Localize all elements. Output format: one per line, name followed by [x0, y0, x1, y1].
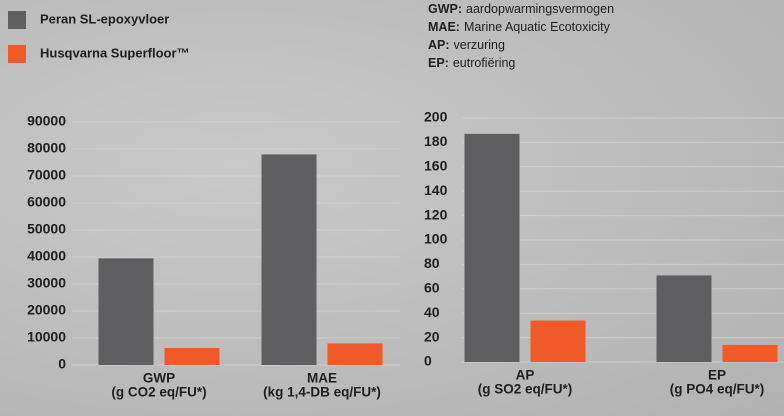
bar	[164, 347, 220, 365]
y-tick-label: 50000	[27, 221, 66, 237]
note-term: GWP:	[428, 2, 462, 16]
note: AP: verzuring	[428, 38, 505, 52]
y-tick-label: 200	[424, 109, 448, 125]
x-tick-unit: (g SO2 eq/FU*)	[478, 382, 573, 397]
y-tick-label: 120	[424, 206, 448, 222]
x-tick-label: AP	[516, 368, 535, 383]
note: EP: eutrofiëring	[428, 56, 515, 70]
legend-swatch	[8, 11, 26, 29]
y-tick-label: 180	[424, 133, 448, 149]
x-tick-label: EP	[708, 368, 726, 383]
bar	[98, 258, 154, 365]
note: MAE: Marine Aquatic Ecotoxicity	[428, 20, 611, 34]
x-tick-label: MAE	[307, 371, 337, 386]
y-tick-label: 70000	[27, 167, 66, 183]
note-term: AP:	[428, 38, 450, 52]
y-tick-label: 20000	[27, 302, 66, 318]
y-tick-label: 60000	[27, 194, 66, 210]
y-tick-label: 20	[424, 328, 440, 344]
note-text: eutrofiëring	[453, 56, 516, 70]
bar	[261, 154, 317, 365]
y-tick-label: 80	[424, 255, 440, 271]
y-tick-label: 80000	[27, 140, 66, 156]
legend-label: Peran SL-epoxyvloer	[40, 11, 169, 26]
bar	[722, 344, 778, 362]
note: GWP: aardopwarmingsvermogen	[428, 2, 614, 16]
y-tick-label: 30000	[27, 275, 66, 291]
y-tick-label: 0	[58, 356, 66, 372]
legend-label: Husqvarna Superfloor™	[40, 45, 190, 60]
y-tick-label: 40000	[27, 248, 66, 264]
note-text: aardopwarmingsvermogen	[466, 2, 614, 16]
y-tick-label: 90000	[27, 113, 66, 129]
x-tick-unit: (g PO4 eq/FU*)	[670, 382, 765, 397]
x-tick-unit: (kg 1,4-DB eq/FU*)	[263, 385, 381, 400]
note-term: MAE:	[428, 20, 460, 34]
legend-swatch	[8, 45, 26, 63]
bar	[530, 320, 586, 362]
note-text: Marine Aquatic Ecotoxicity	[464, 20, 611, 34]
bar	[464, 133, 520, 362]
x-tick-unit: (g CO2 eq/FU*)	[111, 385, 206, 400]
note-term: EP:	[428, 56, 449, 70]
y-tick-label: 140	[424, 182, 448, 198]
y-tick-label: 0	[424, 353, 432, 369]
y-tick-label: 40	[424, 304, 440, 320]
note-text: verzuring	[454, 38, 505, 52]
y-tick-label: 60	[424, 280, 440, 296]
x-tick-label: GWP	[143, 371, 175, 386]
y-tick-label: 100	[424, 231, 448, 247]
bar	[656, 275, 712, 362]
y-tick-label: 160	[424, 158, 448, 174]
y-tick-label: 10000	[27, 329, 66, 345]
bar	[327, 343, 383, 365]
